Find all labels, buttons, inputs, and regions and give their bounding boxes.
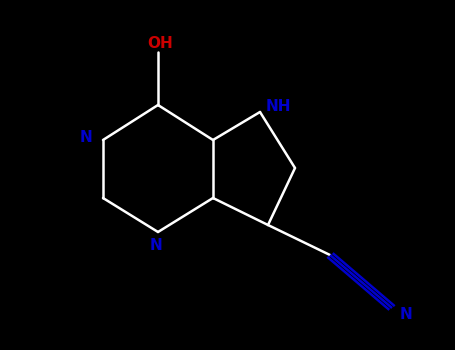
Text: OH: OH [147, 36, 173, 51]
Text: NH: NH [265, 99, 291, 114]
Text: N: N [79, 130, 92, 145]
Text: N: N [399, 307, 412, 322]
Text: N: N [149, 238, 162, 253]
